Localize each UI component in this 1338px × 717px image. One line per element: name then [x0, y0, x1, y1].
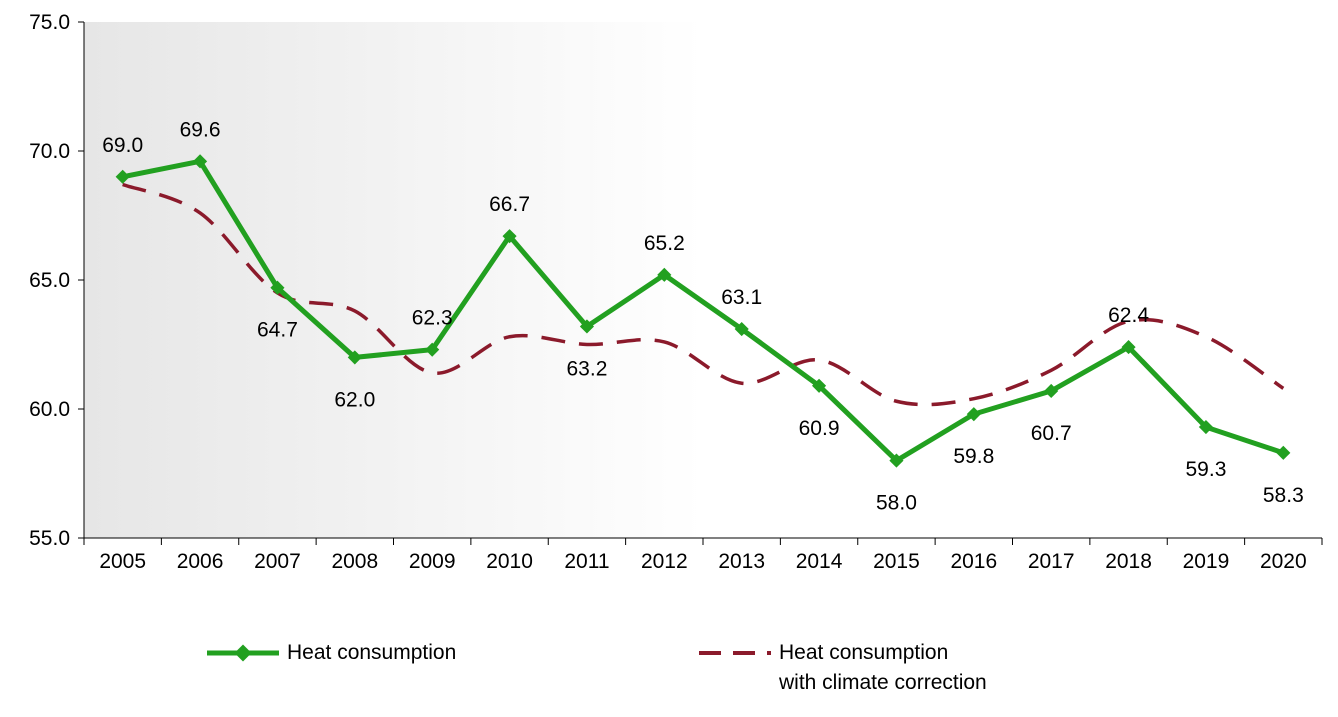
series-line-heat-consumption	[122, 158, 1285, 464]
data-point-heat-consumption	[966, 407, 981, 422]
data-label: 65.2	[644, 232, 685, 255]
data-label: 63.2	[567, 357, 608, 380]
data-label: 62.3	[412, 307, 453, 330]
x-tick-label: 2009	[409, 550, 456, 573]
data-point-heat-consumption	[579, 319, 595, 334]
data-labels: 69.0 69.6 64.7 62.0 62.3 66.7 63.2 65.2 63.1 60.9…	[102, 118, 1304, 514]
data-point-heat-consumption	[1276, 445, 1291, 460]
data-label: 62.0	[334, 388, 375, 411]
x-tick-label: 2007	[254, 550, 301, 573]
y-tick-label: 75.0	[29, 11, 70, 34]
legend-label-heat-consumption: Heat consumption	[287, 641, 457, 664]
legend-item-climate-correction: Heat consumption with climate correction	[697, 638, 987, 698]
x-tick-label: 2006	[177, 550, 224, 573]
x-tick-label: 2015	[873, 550, 920, 573]
x-tick-label: 2016	[950, 550, 997, 573]
legend-swatch-climate-correction	[699, 651, 771, 655]
legend-swatch-heat-consumption	[207, 644, 279, 662]
data-point-heat-consumption	[270, 280, 285, 295]
data-point-heat-consumption	[502, 229, 517, 244]
x-tick-label: 2010	[486, 550, 533, 573]
axes: 55.0 60.0 65.0 70.0 75.0 2005 2006 2007 2008 2009…	[29, 11, 1323, 573]
data-label: 59.3	[1186, 458, 1227, 481]
x-tick-label: 2008	[331, 550, 378, 573]
data-point-heat-consumption	[657, 267, 672, 282]
x-tick-label: 2019	[1183, 550, 1230, 573]
series-group	[115, 154, 1291, 468]
x-tick-label: 2018	[1105, 550, 1152, 573]
x-tick-label: 2005	[99, 550, 146, 573]
data-point-heat-consumption	[734, 321, 749, 337]
data-label: 69.6	[180, 118, 221, 141]
y-tick-label: 55.0	[29, 527, 70, 550]
data-label: 64.7	[257, 319, 298, 342]
data-label: 60.7	[1031, 422, 1072, 445]
data-point-heat-consumption	[889, 453, 904, 468]
data-label: 59.8	[953, 445, 994, 468]
data-point-heat-consumption	[192, 154, 208, 169]
data-label: 58.3	[1263, 484, 1304, 507]
data-label: 58.0	[876, 492, 917, 515]
data-label: 69.0	[102, 134, 143, 157]
data-point-heat-consumption	[1121, 340, 1136, 355]
legend-label-climate-correction: Heat consumption with climate correction	[779, 641, 987, 694]
x-tick-label: 2011	[564, 550, 609, 573]
legend-item-heat-consumption: Heat consumption	[205, 638, 456, 668]
x-tick-label: 2017	[1028, 550, 1075, 573]
x-tick-label: 2020	[1260, 550, 1307, 573]
data-point-heat-consumption	[1044, 383, 1059, 399]
data-point-heat-consumption	[425, 342, 440, 357]
data-point-heat-consumption	[347, 350, 362, 365]
x-tick-label: 2014	[796, 550, 843, 573]
plot-background	[84, 22, 1322, 538]
y-tick-label: 70.0	[29, 140, 70, 163]
series-line-climate-correction	[122, 182, 1285, 407]
y-tick-label: 65.0	[29, 269, 70, 292]
data-point-heat-consumption	[811, 378, 827, 393]
data-point-heat-consumption	[1198, 419, 1214, 435]
data-label: 60.9	[799, 417, 840, 440]
x-tick-label: 2013	[718, 550, 765, 573]
data-label: 62.4	[1108, 304, 1149, 327]
x-tick-label: 2012	[641, 550, 688, 573]
data-label: 63.1	[721, 286, 762, 309]
y-tick-label: 60.0	[29, 398, 70, 421]
data-label: 66.7	[489, 193, 530, 216]
